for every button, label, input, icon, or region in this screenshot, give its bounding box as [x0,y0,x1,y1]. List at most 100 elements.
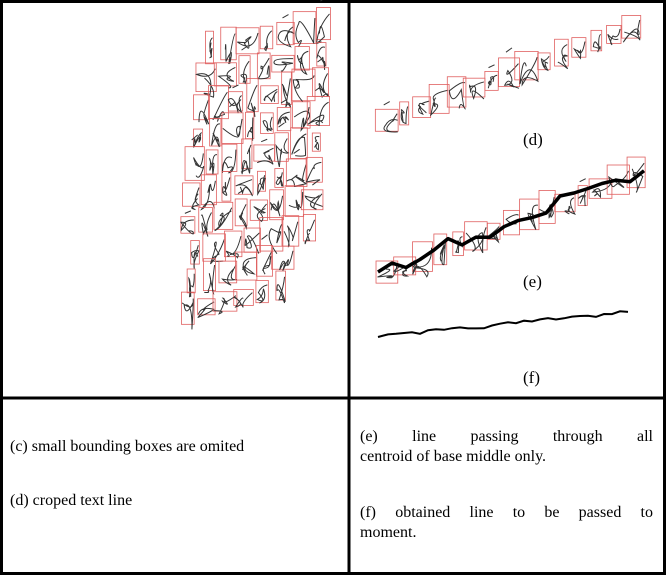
handwriting-mark [506,48,512,52]
handwriting-mark [279,123,285,127]
handwriting-stroke [278,112,290,124]
handwriting-stroke [242,258,256,276]
handwriting-stroke [315,137,320,150]
handwriting-stroke [210,239,224,264]
handwriting-stroke [219,67,236,88]
handwriting-stroke [419,101,430,114]
handwriting-stroke [305,220,315,244]
bounding-box [194,95,210,120]
bounding-box [235,199,247,226]
handwriting-stroke [278,27,294,47]
panel-label: (d) [523,130,543,150]
handwriting-stroke [263,252,272,275]
table-border [2,2,665,574]
handwriting-stroke [197,69,216,97]
handwriting-stroke [257,148,273,164]
caption: moment. [360,524,416,542]
handwriting-stroke [308,102,329,125]
handwriting-stroke [264,89,277,101]
bounding-box [214,63,236,86]
handwriting-stroke [194,133,202,148]
bounding-box [303,214,315,240]
handwriting-mark [262,235,268,240]
handwriting-stroke [192,245,199,268]
handwriting-stroke [239,204,246,228]
handwriting-stroke [213,92,228,121]
handwriting-mark [384,102,390,105]
handwriting-stroke [558,45,568,69]
handwriting-stroke [212,124,220,147]
handwriting-stroke [293,75,314,101]
handwriting-mark [242,46,248,50]
handwriting-mark [294,149,300,153]
handwriting-stroke [204,265,214,293]
caption: (c) small bounding boxes are omited [10,438,244,456]
handwriting-mark [580,179,586,182]
bounding-box [285,186,304,217]
bounding-box [520,199,539,230]
handwriting-stroke [280,251,293,271]
handwriting-stroke [449,82,465,108]
handwriting-stroke [199,100,209,125]
figure-table: (d) (e) (f) (c) small bounding boxes are… [0,0,667,576]
panel-label: (e) [523,272,542,292]
handwriting-stroke [201,181,215,210]
handwriting-stroke [289,192,303,210]
handwriting-stroke [263,117,272,131]
handwriting-stroke [317,14,330,44]
handwriting-stroke [257,285,267,303]
bounding-box [413,97,431,118]
bounding-box [196,63,216,92]
bounding-box [209,86,229,119]
handwriting-stroke [276,172,283,186]
handwriting-stroke [306,162,321,185]
handwriting-stroke [274,59,293,72]
handwriting-stroke [317,47,325,70]
handwriting-stroke [384,114,398,132]
handwriting-stroke [210,155,217,174]
handwriting-stroke [254,204,267,221]
handwriting-stroke [319,73,328,97]
centroid-line [378,171,644,272]
handwriting-stroke [202,212,212,236]
handwriting-mark [233,85,239,88]
handwriting-stroke [488,75,497,88]
bounding-box [221,27,236,60]
handwriting-stroke [182,299,193,330]
handwriting-stroke [194,153,204,177]
handwriting-stroke [574,42,585,59]
handwriting-stroke [282,78,290,107]
handwriting-stroke [431,90,448,115]
bounding-box [235,252,256,280]
handwriting-stroke [222,177,229,195]
handwriting-stroke [505,64,519,89]
handwriting-stroke [215,208,232,231]
obtained-line [378,311,628,337]
caption: (f) obtained line to be passed to [360,504,653,522]
handwriting-mark [283,15,289,18]
handwriting-stroke [269,224,282,253]
handwriting-stroke [270,196,282,216]
handwriting-stroke [223,119,242,137]
handwriting-stroke [245,233,259,254]
handwriting-stroke [248,118,253,141]
bounding-box [463,78,485,97]
handwriting-stroke [296,18,315,47]
handwriting-stroke [241,61,249,83]
caption: centroid of base middle only. [360,448,546,466]
handwriting-stroke [226,236,241,257]
handwriting-stroke [541,56,549,70]
bounding-box [292,69,315,101]
handwriting-mark [261,139,267,141]
bounding-box [306,157,322,182]
handwriting-stroke [608,29,620,45]
handwriting-stroke [520,57,538,85]
bounding-box [213,292,237,311]
handwriting-stroke [222,265,236,285]
handwriting-stroke [284,222,298,247]
handwriting-mark [185,211,191,213]
handwriting-stroke [189,274,194,297]
handwriting-stroke [265,31,272,51]
handwriting-stroke [237,33,258,48]
panel-label: (f) [523,368,540,388]
